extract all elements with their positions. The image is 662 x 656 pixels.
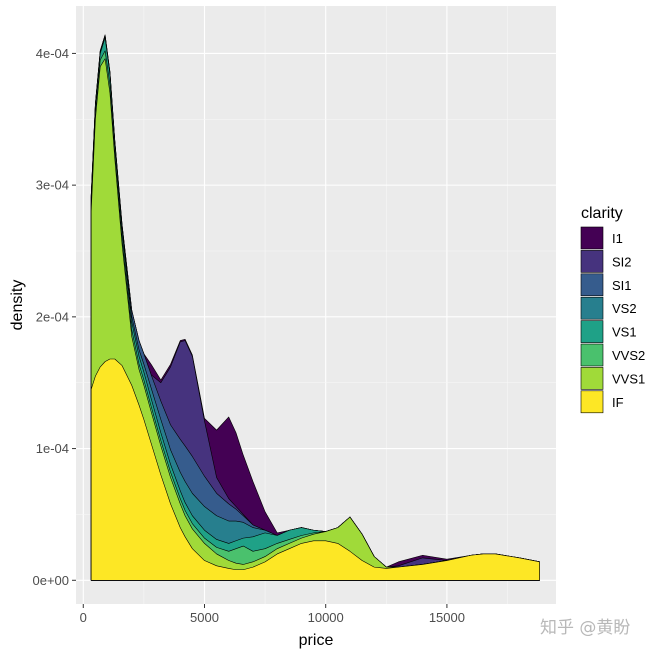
legend: clarity I1 SI2 SI1 VS2 VS1 VVS2 VVS1 IF xyxy=(580,205,645,414)
x-tick-label: 5000 xyxy=(190,610,219,625)
legend-label-i1: I1 xyxy=(612,231,623,246)
legend-label-vvs1: VVS1 xyxy=(612,371,645,386)
y-tick-label: 0e+00 xyxy=(32,573,69,588)
y-axis-ticks: 0e+00 1e-04 2e-04 3e-04 4e-04 xyxy=(32,46,76,588)
legend-key-si2 xyxy=(580,250,604,273)
x-tick-label: 0 xyxy=(80,610,87,625)
y-tick-label: 1e-04 xyxy=(36,441,69,456)
legend-key-vs2 xyxy=(580,296,604,320)
y-axis-title: density xyxy=(9,280,26,331)
y-tick-label: 2e-04 xyxy=(36,309,69,324)
legend-label-vs2: VS2 xyxy=(612,301,637,316)
y-tick-label: 3e-04 xyxy=(36,178,69,193)
legend-label-si1: SI1 xyxy=(612,278,632,293)
x-tick-label: 10000 xyxy=(308,610,344,625)
legend-label-si2: SI2 xyxy=(612,254,632,269)
legend-key-if xyxy=(580,390,604,414)
legend-label-if: IF xyxy=(612,395,624,410)
density-areas xyxy=(90,34,540,581)
legend-key-vvs2 xyxy=(580,343,604,367)
area-if xyxy=(90,358,540,581)
x-axis-title: price xyxy=(299,632,334,649)
legend-key-vs1 xyxy=(580,320,604,343)
legend-title: clarity xyxy=(581,205,623,222)
x-tick-label: 15000 xyxy=(429,610,465,625)
legend-label-vvs2: VVS2 xyxy=(612,348,645,363)
watermark: 知乎 @黄盼 xyxy=(540,618,630,638)
legend-key-i1 xyxy=(580,226,604,250)
y-tick-label: 4e-04 xyxy=(36,46,69,61)
x-axis-ticks: 0 5000 10000 15000 xyxy=(80,604,465,625)
legend-key-vvs1 xyxy=(580,367,604,390)
legend-key-si1 xyxy=(580,273,604,297)
legend-label-vs1: VS1 xyxy=(612,325,637,340)
